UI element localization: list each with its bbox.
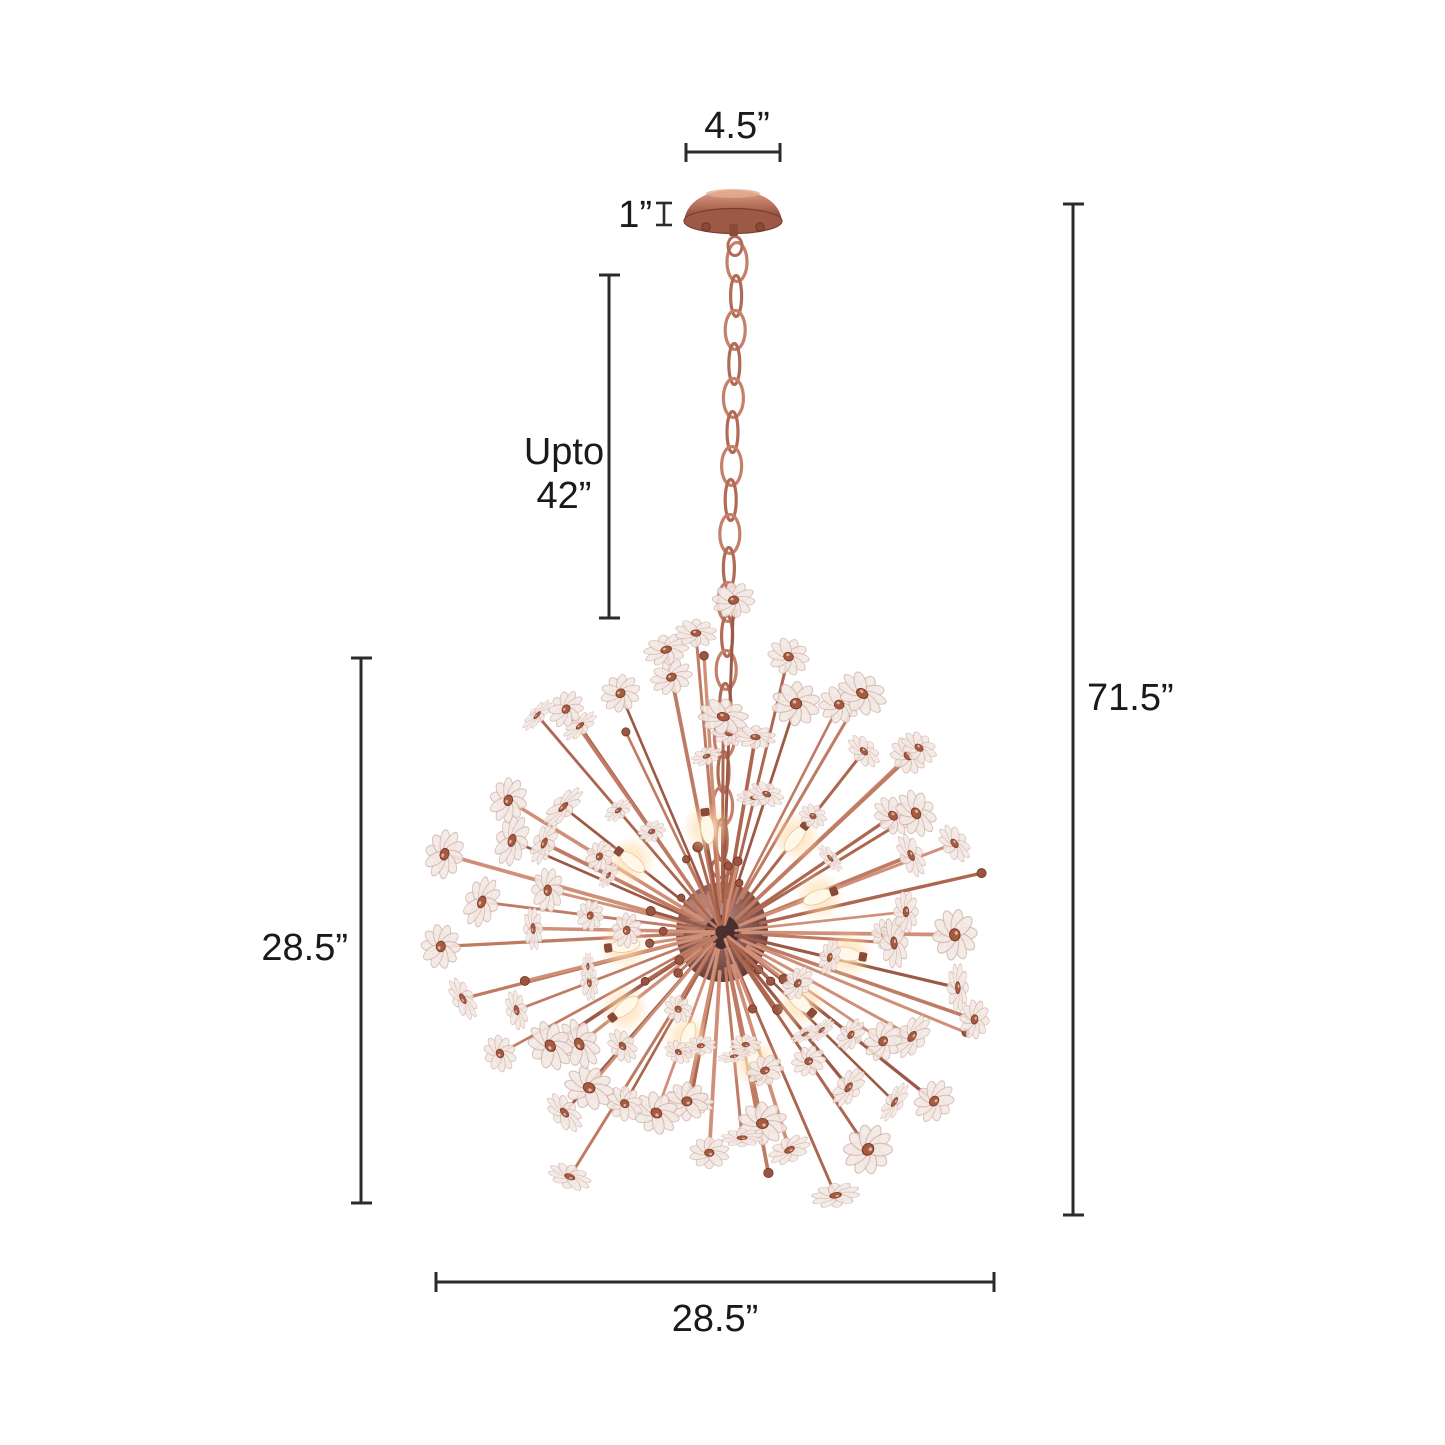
canopy-width-dimension-line <box>684 143 782 162</box>
canopy-width-label: 4.5” <box>704 105 770 147</box>
chain-length-label: Upto 42” <box>486 430 642 518</box>
total-height-dimension-line <box>1063 202 1084 1217</box>
chain-length-dimension-line <box>599 273 620 620</box>
total-height-label: 71.5” <box>1087 677 1174 719</box>
chain-length-label-line1: Upto <box>523 431 605 473</box>
dimension-lines <box>351 143 1084 1292</box>
fixture-width-dimension-line <box>434 1272 996 1292</box>
chandelier-art <box>418 189 993 1213</box>
ceiling-canopy <box>683 189 783 236</box>
fixture-width-label: 28.5” <box>671 1298 759 1340</box>
fixture-height-dimension-line <box>351 656 372 1205</box>
chain <box>709 235 749 880</box>
canopy-height-dimension-line <box>656 201 672 227</box>
fixture-height-label: 28.5” <box>261 927 348 969</box>
canopy-height-label: 1” <box>618 194 652 236</box>
chain-length-label-line2: 42” <box>536 475 592 518</box>
